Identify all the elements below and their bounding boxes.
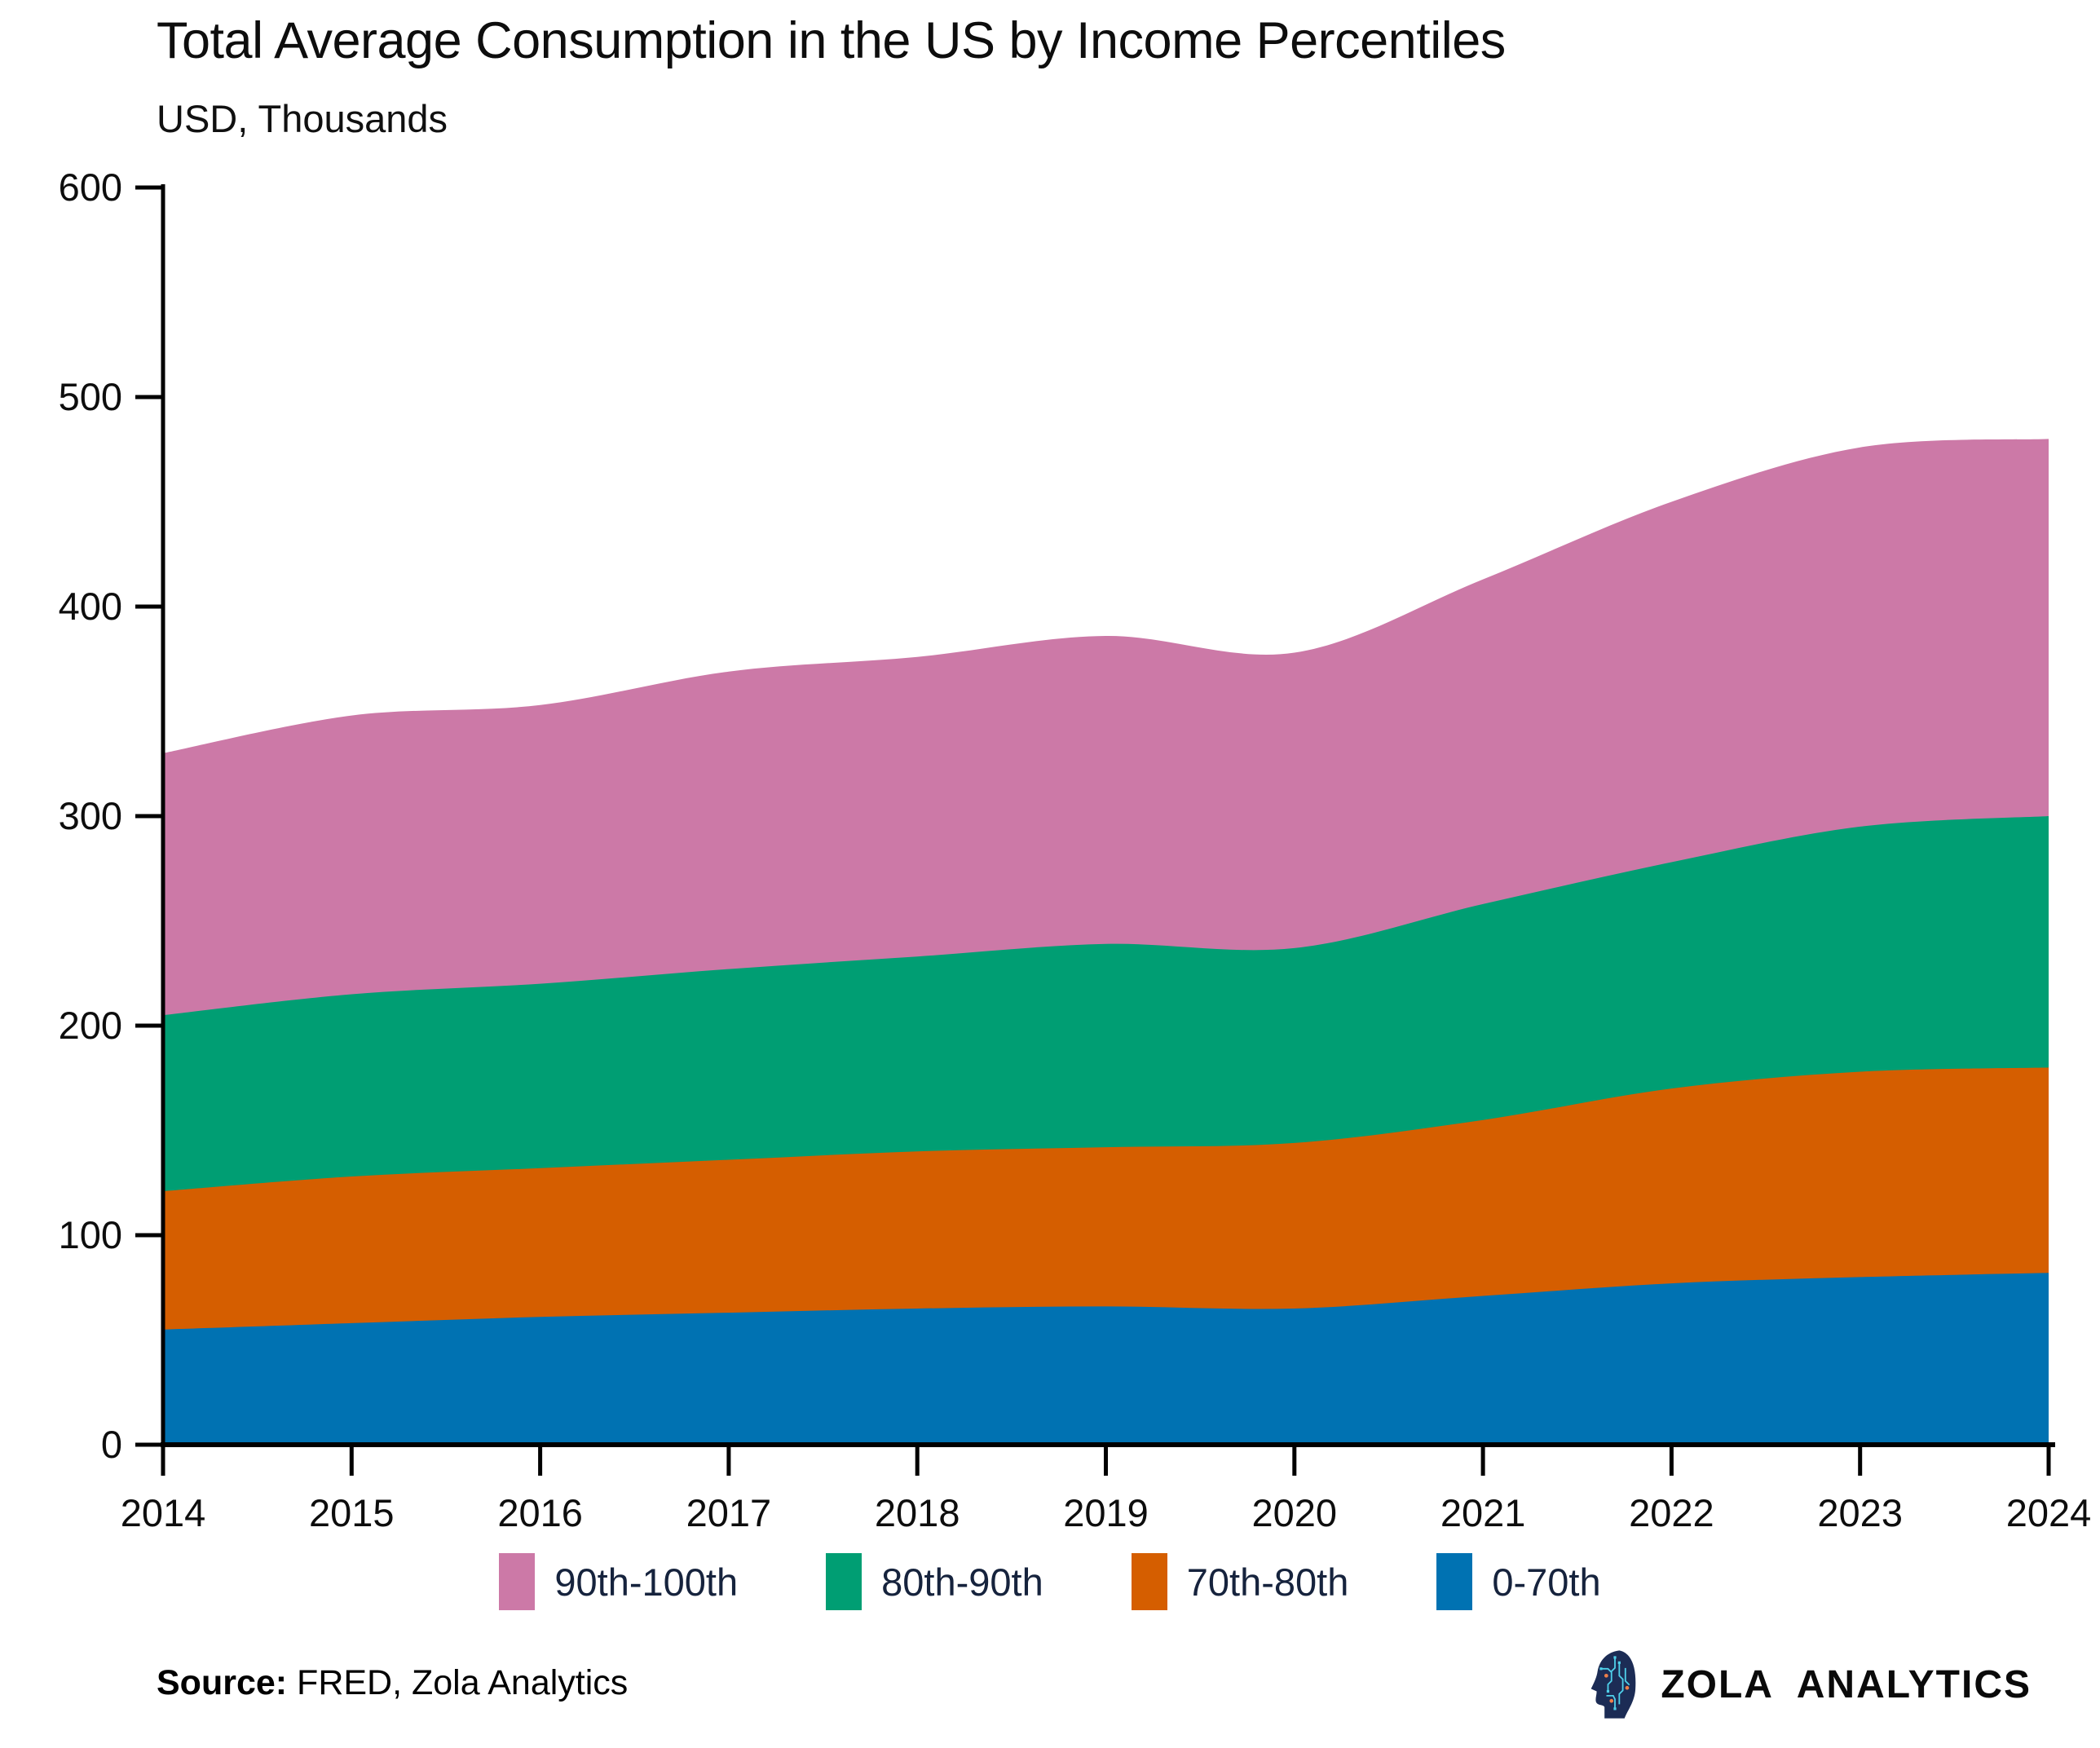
legend-item-70th-80th: 70th-80th <box>1131 1553 1349 1610</box>
x-tick-label-2024: 2024 <box>2006 1491 2092 1534</box>
x-tick-label-2019: 2019 <box>1063 1491 1149 1534</box>
y-tick-label-600: 600 <box>59 166 122 209</box>
chart-title: Total Average Consumption in the US by I… <box>157 12 1506 69</box>
legend-swatch-70th-80th <box>1131 1553 1167 1610</box>
legend-label: 80th-90th <box>881 1560 1043 1604</box>
x-tick-label-2016: 2016 <box>497 1491 583 1534</box>
y-tick-label-100: 100 <box>59 1213 122 1256</box>
brand-logo: ZOLA ANALYTICS <box>1589 1649 2032 1720</box>
legend-item-0-70th: 0-70th <box>1436 1553 1601 1610</box>
brand-name: ZOLA ANALYTICS <box>1661 1662 2032 1706</box>
y-tick-label-0: 0 <box>101 1423 122 1466</box>
legend-swatch-0-70th <box>1436 1553 1473 1610</box>
y-tick-label-300: 300 <box>59 794 122 837</box>
x-tick-label-2023: 2023 <box>1817 1491 1903 1534</box>
legend-label: 90th-100th <box>554 1560 739 1604</box>
y-tick-label-400: 400 <box>59 585 122 628</box>
source-note: Source: FRED, Zola Analytics <box>157 1663 628 1703</box>
source-text: FRED, Zola Analytics <box>287 1663 629 1702</box>
x-tick-label-2021: 2021 <box>1440 1491 1526 1534</box>
x-tick-label-2020: 2020 <box>1252 1491 1338 1534</box>
x-tick-label-2015: 2015 <box>309 1491 395 1534</box>
circuit-head-icon <box>1590 1650 1636 1719</box>
legend: 90th-100th 80th-90th 70th-80th 0-70th <box>0 1547 2100 1616</box>
area-0-70th <box>163 1273 2049 1445</box>
chart-subtitle: USD, Thousands <box>157 97 448 140</box>
y-tick-label-500: 500 <box>59 375 122 418</box>
legend-swatch-90th-100th <box>499 1553 536 1610</box>
legend-label: 70th-80th <box>1186 1560 1349 1604</box>
x-tick-label-2018: 2018 <box>875 1491 960 1534</box>
x-tick-label-2017: 2017 <box>686 1491 772 1534</box>
x-tick-label-2014: 2014 <box>121 1491 206 1534</box>
x-tick-label-2022: 2022 <box>1629 1491 1714 1534</box>
legend-item-90th-100th: 90th-100th <box>499 1553 738 1610</box>
legend-label: 0-70th <box>1492 1560 1601 1604</box>
legend-item-80th-90th: 80th-90th <box>826 1553 1043 1610</box>
source-label: Source: <box>157 1663 288 1702</box>
legend-swatch-80th-90th <box>826 1553 862 1610</box>
y-tick-label-200: 200 <box>59 1004 122 1047</box>
